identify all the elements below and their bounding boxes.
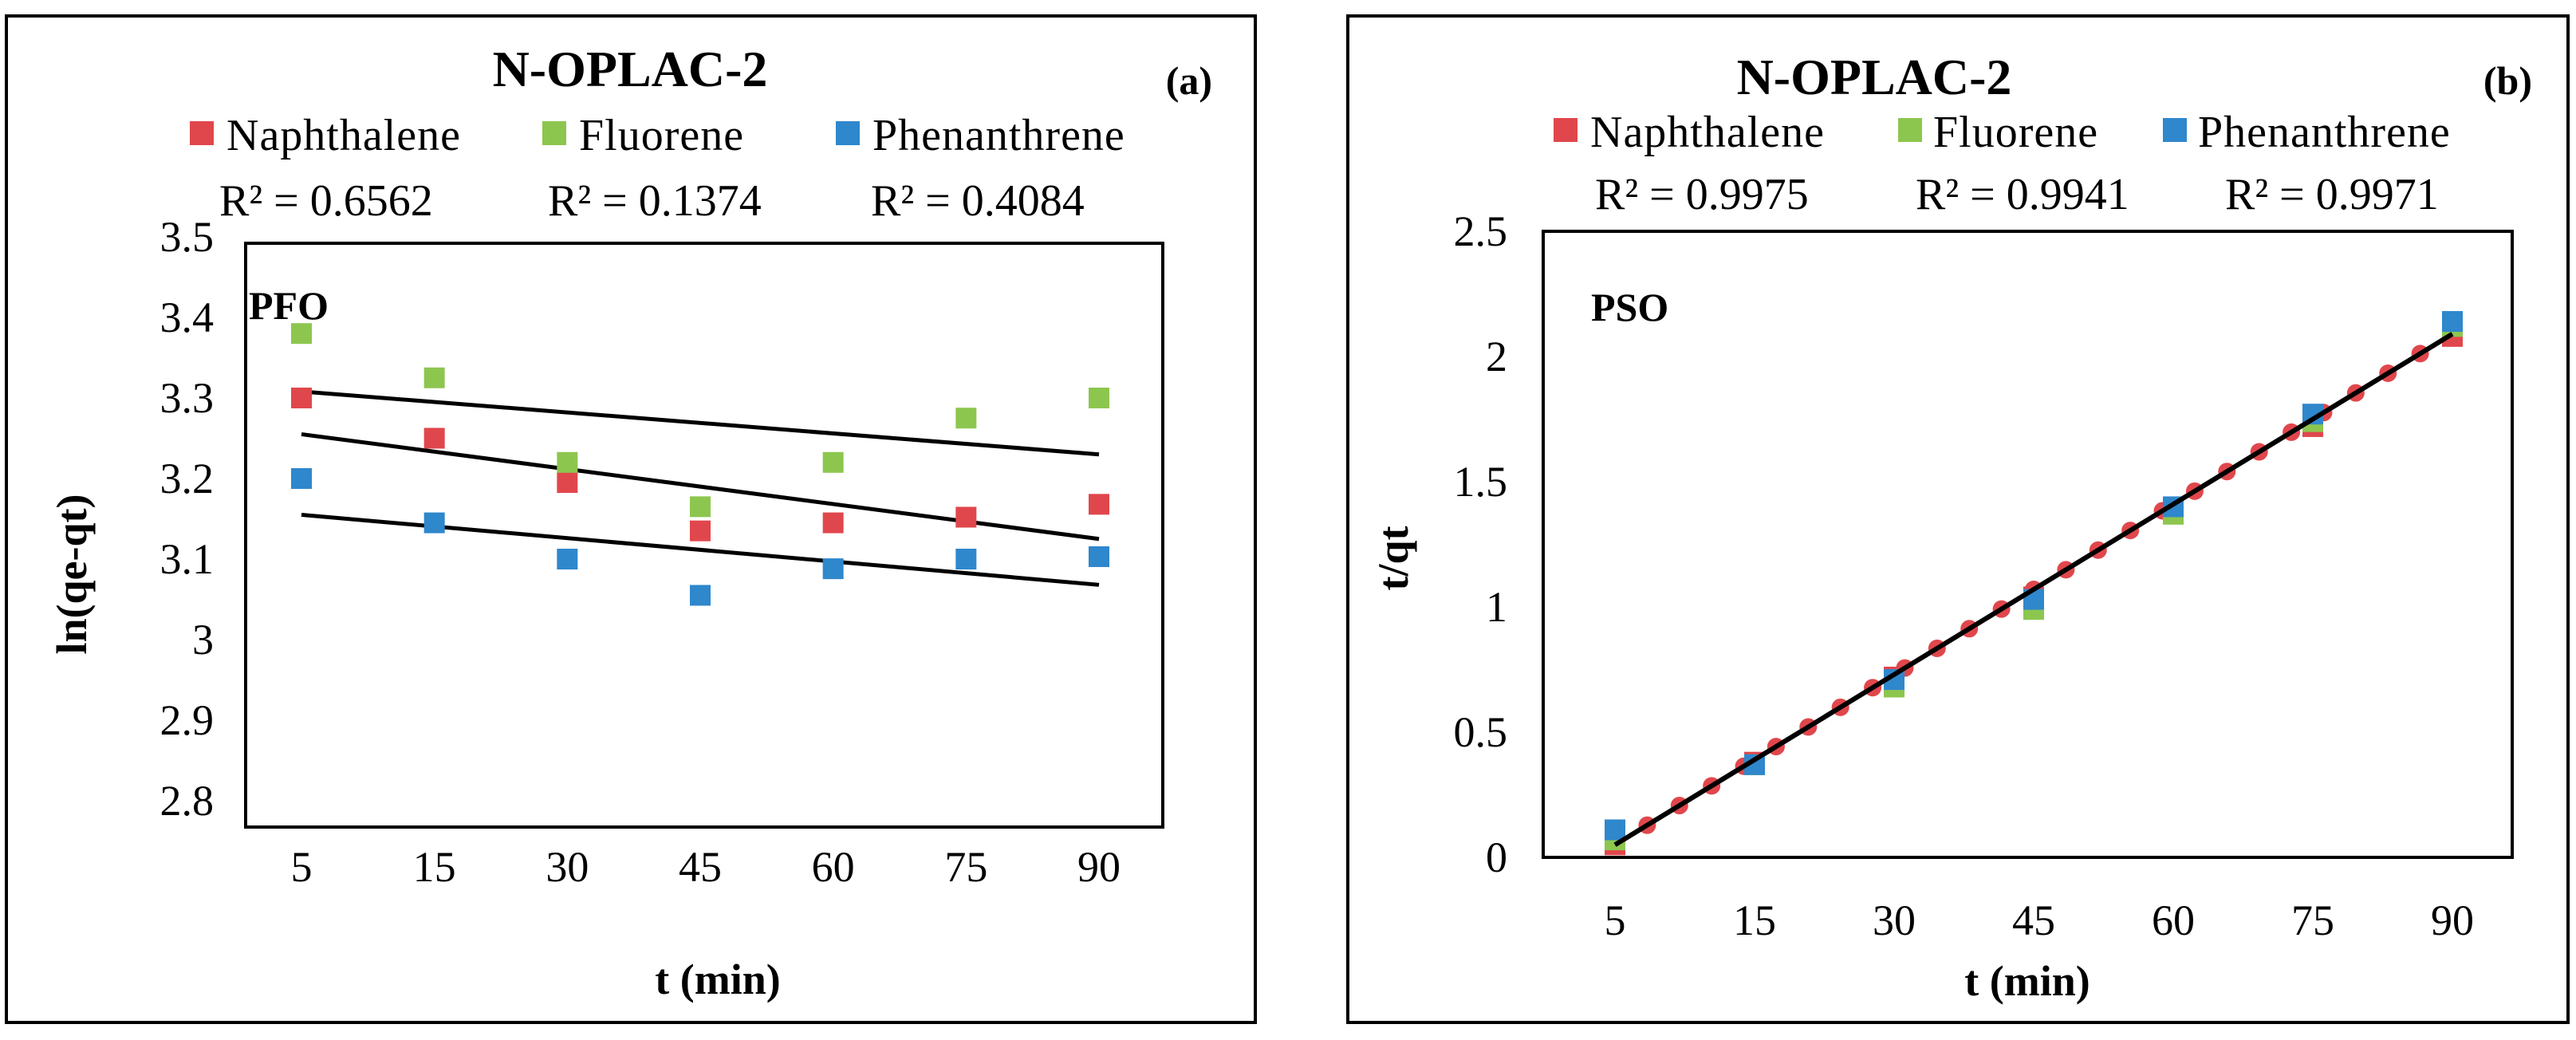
- legend-marker-naphthalene: [190, 121, 214, 145]
- y-tick-label: 0: [1486, 833, 1507, 881]
- panel-a-x-axis-title: t (min): [655, 955, 780, 1003]
- point-fluorene: [291, 323, 312, 345]
- legend-marker-fluorene: [542, 121, 566, 145]
- legend-label-phenanthrene: Phenanthrene: [872, 111, 1125, 160]
- x-tick-label: 60: [2152, 896, 2195, 944]
- legend-marker-fluorene: [1898, 118, 1922, 142]
- point-fluorene: [955, 408, 977, 429]
- point-phenanthrene: [423, 512, 445, 534]
- r2-naphthalene: R² = 0.6562: [219, 176, 433, 226]
- point-naphthalene: [1089, 494, 1109, 515]
- panel-a-legend: Naphthalene Fluorene Phenanthrene R² = 0…: [190, 111, 1125, 226]
- legend-marker-naphthalene: [1554, 118, 1578, 142]
- y-tick-label: 2.9: [160, 696, 215, 744]
- y-tick-label: 0.5: [1454, 708, 1508, 756]
- legend-label-phenanthrene: Phenanthrene: [2198, 108, 2451, 157]
- x-tick-label: 75: [2291, 896, 2334, 944]
- point-naphthalene: [423, 427, 445, 449]
- y-tick-label: 1.5: [1454, 458, 1508, 506]
- legend-label-fluorene: Fluorene: [1933, 108, 2098, 157]
- x-tick-label: 5: [291, 843, 313, 891]
- y-tick-label: 2.8: [160, 777, 215, 825]
- panel-b-x-ticks: 5 15 30 45 60 75 90: [1605, 896, 2475, 944]
- panel-b-frame: [1346, 14, 2570, 1024]
- legend-label-naphthalene: Naphthalene: [1590, 108, 1825, 157]
- point-naphthalene: [291, 388, 312, 408]
- panel-a-frame: [5, 14, 1257, 1024]
- point-phenanthrene: [1605, 819, 1625, 841]
- panel-b-points: [1605, 311, 2463, 856]
- panel-a-label: (a): [1166, 58, 1212, 103]
- point-phenanthrene: [955, 549, 977, 569]
- r2-phenanthrene: R² = 0.4084: [871, 176, 1085, 226]
- point-phenanthrene: [690, 585, 711, 606]
- x-tick-label: 90: [2431, 896, 2474, 944]
- panel-b-y-ticks: 2.5 2 1.5 1 0.5 0: [1454, 207, 1508, 881]
- y-tick-label: 3.1: [160, 535, 215, 583]
- point-fluorene: [690, 496, 711, 518]
- panel-b-label: (b): [2483, 58, 2532, 103]
- legend-label-fluorene: Fluorene: [579, 111, 744, 160]
- panel-a-x-ticks: 5 15 30 45 60 75 90: [291, 843, 1121, 891]
- y-tick-label: 3.4: [160, 293, 215, 341]
- point-naphthalene: [690, 520, 711, 542]
- panel-b: N-OPLAC-2 (b) Naphthalene Fluorene Phena…: [1346, 14, 2570, 1024]
- panel-b-x-axis-title: t (min): [1964, 957, 2090, 1005]
- x-tick-label: 15: [413, 843, 456, 891]
- point-naphthalene: [822, 512, 844, 534]
- trendline-fluorene: [301, 389, 1100, 457]
- x-tick-label: 45: [2012, 896, 2055, 944]
- panel-b-legend: Naphthalene Fluorene Phenanthrene R² = 0…: [1554, 108, 2451, 219]
- r2-phenanthrene: R² = 0.9971: [2225, 170, 2439, 219]
- y-tick-label: 2.5: [1454, 207, 1508, 255]
- point-phenanthrene: [2442, 311, 2463, 333]
- point-phenanthrene: [557, 549, 578, 569]
- panel-b-title: N-OPLAC-2: [1737, 49, 2012, 105]
- panel-b-model-label: PSO: [1591, 285, 1668, 329]
- legend-marker-phenanthrene: [836, 121, 860, 145]
- point-phenanthrene: [291, 468, 312, 489]
- y-tick-label: 1: [1486, 583, 1507, 631]
- x-tick-label: 75: [944, 843, 987, 891]
- point-phenanthrene: [1089, 546, 1109, 567]
- point-fluorene: [423, 367, 445, 388]
- point-fluorene: [1089, 388, 1109, 408]
- legend-label-naphthalene: Naphthalene: [226, 111, 461, 160]
- x-tick-label: 5: [1605, 896, 1626, 944]
- panel-a-title: N-OPLAC-2: [493, 41, 768, 97]
- point-fluorene: [557, 451, 578, 473]
- x-tick-label: 30: [546, 843, 589, 891]
- y-tick-label: 3.3: [160, 374, 215, 422]
- r2-fluorene: R² = 0.9941: [1916, 170, 2129, 219]
- y-tick-label: 3.5: [160, 213, 215, 261]
- point-naphthalene: [955, 506, 977, 528]
- panel-a-y-axis-title: ln(qe-qt): [48, 494, 96, 655]
- panel-a-points: [291, 323, 1109, 606]
- panel-a: N-OPLAC-2 (a) Naphthalene Fluorene Phena…: [5, 14, 1257, 1024]
- x-tick-label: 45: [679, 843, 722, 891]
- point-fluorene: [822, 451, 844, 473]
- x-tick-label: 60: [812, 843, 855, 891]
- panel-b-y-axis-title: t/qt: [1369, 526, 1417, 590]
- x-tick-label: 30: [1873, 896, 1916, 944]
- y-tick-label: 3: [192, 616, 214, 664]
- r2-fluorene: R² = 0.1374: [548, 176, 762, 226]
- y-tick-label: 2: [1486, 333, 1507, 380]
- panel-a-model-label: PFO: [249, 283, 329, 328]
- panel-b-plot-area: [1542, 230, 2514, 859]
- panel-a-y-ticks: 3.5 3.4 3.3 3.2 3.1 3 2.9 2.8: [160, 213, 215, 825]
- y-tick-label: 3.2: [160, 455, 215, 502]
- x-tick-label: 90: [1077, 843, 1121, 891]
- point-phenanthrene: [822, 558, 844, 580]
- legend-marker-phenanthrene: [2163, 118, 2187, 142]
- x-tick-label: 15: [1733, 896, 1776, 944]
- trendline-overlay: [1613, 332, 2454, 847]
- panel-a-plot-area: [244, 242, 1164, 829]
- point-naphthalene: [557, 472, 578, 494]
- r2-naphthalene: R² = 0.9975: [1595, 170, 1809, 219]
